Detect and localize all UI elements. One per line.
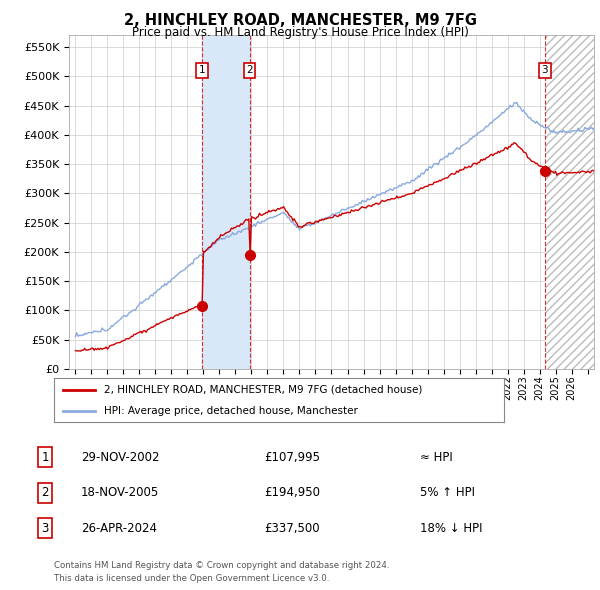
Text: This data is licensed under the Open Government Licence v3.0.: This data is licensed under the Open Gov… xyxy=(54,574,329,583)
2, HINCHLEY ROAD, MANCHESTER, M9 7FG (detached house) xyxy=(77,348,85,355)
HPI: Average price, detached house, Manchester: (2.02e+03, 4.55e+05): Average price, detached house, Mancheste… xyxy=(514,99,521,106)
HPI: Average price, detached house, Manchester: (2.02e+03, 4.38e+05): Average price, detached house, Mancheste… xyxy=(499,109,506,116)
Text: ≈ HPI: ≈ HPI xyxy=(420,451,453,464)
HPI: Average price, detached house, Manchester: (2.02e+03, 4e+05): Average price, detached house, Mancheste… xyxy=(472,132,479,139)
Line: 2, HINCHLEY ROAD, MANCHESTER, M9 7FG (detached house): 2, HINCHLEY ROAD, MANCHESTER, M9 7FG (de… xyxy=(76,143,594,351)
Text: £107,995: £107,995 xyxy=(264,451,320,464)
HPI: Average price, detached house, Manchester: (2.02e+03, 3.33e+05): Average price, detached house, Mancheste… xyxy=(420,171,427,178)
HPI: Average price, detached house, Manchester: (2.03e+03, 4.12e+05): Average price, detached house, Mancheste… xyxy=(590,124,598,132)
Text: HPI: Average price, detached house, Manchester: HPI: Average price, detached house, Manc… xyxy=(104,406,358,416)
Bar xyxy=(202,35,250,369)
Text: 29-NOV-2002: 29-NOV-2002 xyxy=(81,451,160,464)
Text: 18-NOV-2005: 18-NOV-2005 xyxy=(81,486,159,499)
Line: HPI: Average price, detached house, Manchester: HPI: Average price, detached house, Manc… xyxy=(76,103,594,336)
2, HINCHLEY ROAD, MANCHESTER, M9 7FG (detached house) xyxy=(473,160,481,168)
Text: 3: 3 xyxy=(41,522,49,535)
2, HINCHLEY ROAD, MANCHESTER, M9 7FG (detached house) xyxy=(461,163,469,171)
2, HINCHLEY ROAD, MANCHESTER, M9 7FG (detached house) xyxy=(590,168,598,175)
Text: 18% ↓ HPI: 18% ↓ HPI xyxy=(420,522,482,535)
Text: 2: 2 xyxy=(246,65,253,76)
Text: 2, HINCHLEY ROAD, MANCHESTER, M9 7FG: 2, HINCHLEY ROAD, MANCHESTER, M9 7FG xyxy=(124,13,476,28)
Bar xyxy=(545,35,594,369)
Text: 2, HINCHLEY ROAD, MANCHESTER, M9 7FG (detached house): 2, HINCHLEY ROAD, MANCHESTER, M9 7FG (de… xyxy=(104,385,422,395)
Text: Contains HM Land Registry data © Crown copyright and database right 2024.: Contains HM Land Registry data © Crown c… xyxy=(54,560,389,569)
Text: £194,950: £194,950 xyxy=(264,486,320,499)
2, HINCHLEY ROAD, MANCHESTER, M9 7FG (detached house) xyxy=(511,139,518,146)
HPI: Average price, detached house, Manchester: (2e+03, 1.05e+05): Average price, detached house, Mancheste… xyxy=(133,304,140,311)
2, HINCHLEY ROAD, MANCHESTER, M9 7FG (detached house) xyxy=(134,329,142,336)
HPI: Average price, detached house, Manchester: (2.02e+03, 3.84e+05): Average price, detached house, Mancheste… xyxy=(460,141,467,148)
Text: £337,500: £337,500 xyxy=(264,522,320,535)
2, HINCHLEY ROAD, MANCHESTER, M9 7FG (detached house) xyxy=(441,175,448,182)
HPI: Average price, detached house, Manchester: (2e+03, 5.52e+04): Average price, detached house, Mancheste… xyxy=(72,333,79,340)
Text: 1: 1 xyxy=(199,65,205,76)
2, HINCHLEY ROAD, MANCHESTER, M9 7FG (detached house) xyxy=(72,347,79,354)
HPI: Average price, detached house, Manchester: (2.02e+03, 3.6e+05): Average price, detached house, Mancheste… xyxy=(440,155,447,162)
Text: 3: 3 xyxy=(541,65,548,76)
Text: 1: 1 xyxy=(41,451,49,464)
Text: 2: 2 xyxy=(41,486,49,499)
2, HINCHLEY ROAD, MANCHESTER, M9 7FG (detached house) xyxy=(421,183,428,191)
Text: Price paid vs. HM Land Registry's House Price Index (HPI): Price paid vs. HM Land Registry's House … xyxy=(131,26,469,39)
Text: 26-APR-2024: 26-APR-2024 xyxy=(81,522,157,535)
2, HINCHLEY ROAD, MANCHESTER, M9 7FG (detached house) xyxy=(500,147,507,154)
Text: 5% ↑ HPI: 5% ↑ HPI xyxy=(420,486,475,499)
